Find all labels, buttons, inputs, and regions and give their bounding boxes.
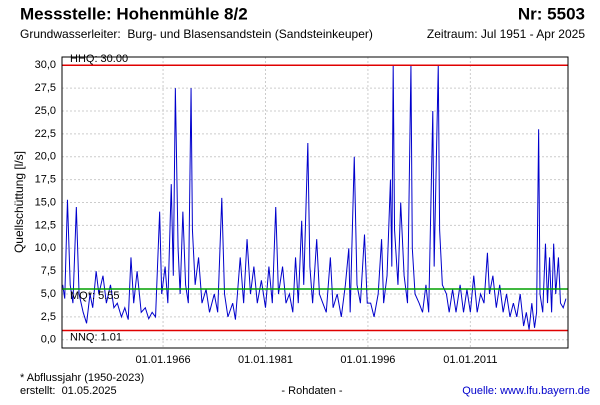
reference-label: HHQ: 30.00	[70, 53, 128, 65]
plot-frame	[61, 56, 569, 349]
y-tick-label: 30,0	[35, 59, 56, 71]
y-tick-label: 27,5	[35, 82, 56, 94]
y-tick-label: 5,0	[41, 288, 56, 300]
y-tick-label: 2,5	[41, 311, 56, 323]
y-tick-label: 17,5	[35, 174, 56, 186]
reference-label: NNQ: 1.01	[70, 331, 122, 343]
y-tick-label: 15,0	[35, 196, 56, 208]
station-number: Nr: 5503	[518, 4, 585, 23]
subtitle: Grundwasserleiter: Burg- und Blasensands…	[20, 27, 373, 41]
y-tick-label: 12,5	[35, 219, 56, 231]
y-tick-label: 25,0	[35, 105, 56, 117]
x-tick-label: 01.01.1981	[238, 354, 293, 366]
period: Zeitraum: Jul 1951 - Apr 2025	[427, 27, 585, 41]
data-line	[62, 65, 567, 330]
y-tick-label: 20,0	[35, 151, 56, 163]
y-tick-label: 22,5	[35, 128, 56, 140]
chart-title: Messstelle: Hohenmühle 8/2	[20, 4, 248, 23]
y-tick-label: 0,0	[41, 334, 56, 346]
reference-label: MQ*: 5.55	[70, 290, 120, 302]
y-axis-label: Quellschüttung [l/s]	[12, 151, 26, 253]
y-tick-label: 7,5	[41, 265, 56, 277]
x-tick-label: 01.01.1996	[340, 354, 395, 366]
footnote: * Abflussjahr (1950-2023)	[20, 372, 144, 384]
raw-note: - Rohdaten -	[281, 385, 342, 397]
source: Quelle: www.lfu.bayern.de	[462, 385, 590, 397]
created: erstellt: 01.05.2025	[20, 385, 117, 397]
x-tick-label: 01.01.1966	[136, 354, 191, 366]
x-tick-label: 01.01.2011	[443, 354, 497, 366]
y-tick-label: 10,0	[35, 242, 56, 254]
